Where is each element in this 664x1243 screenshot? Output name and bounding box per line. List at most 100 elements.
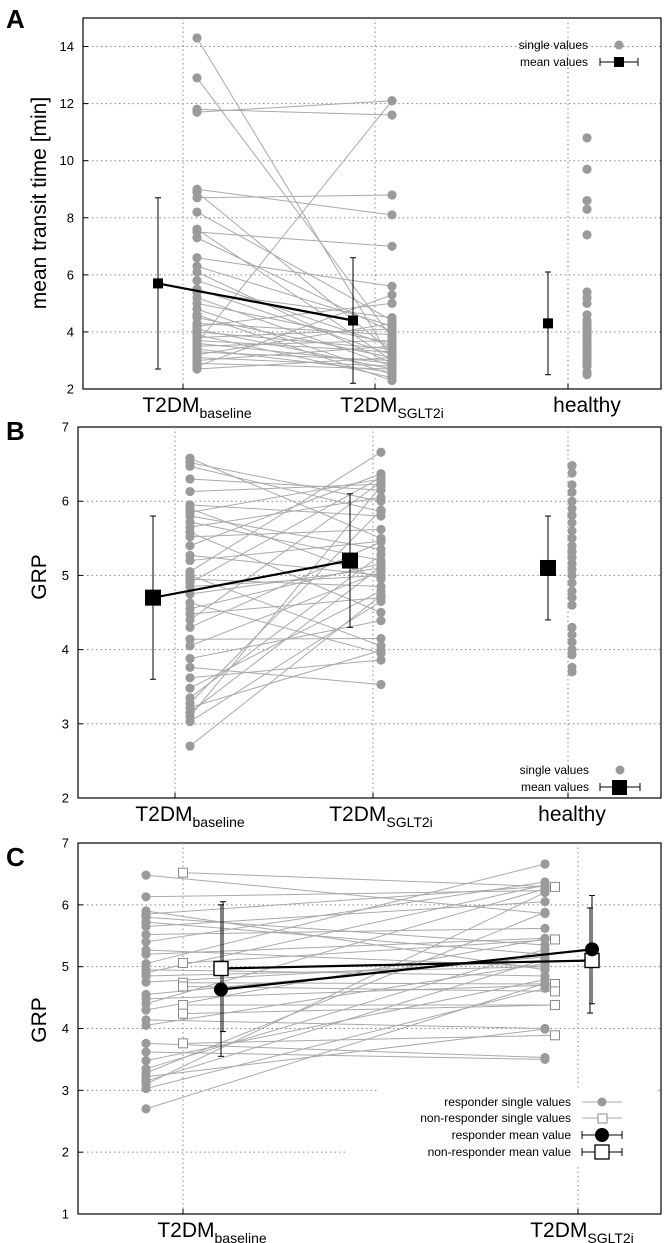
paired-value-point xyxy=(185,622,195,632)
nonresponder-value-point xyxy=(178,1038,188,1049)
paired-value-point xyxy=(376,616,386,626)
panel-c: C GRP 1 2 3 4 5 6 7 responder single values no… xyxy=(6,836,662,1243)
nonresponder-mean-marker xyxy=(213,960,229,977)
responder-value-point xyxy=(540,1054,550,1065)
responder-value-point xyxy=(141,1104,151,1114)
paired-value-line xyxy=(196,331,393,350)
paired-value-point xyxy=(387,281,397,291)
responder-value-line xyxy=(145,987,546,1089)
panel-c-legend: responder single values non-responder si… xyxy=(378,1089,658,1164)
paired-value-point xyxy=(387,190,397,200)
paired-value-point xyxy=(376,590,386,601)
responder-value-line xyxy=(145,874,546,914)
responder-value-line xyxy=(145,984,546,1000)
mean-marker xyxy=(153,278,163,289)
paired-value-point xyxy=(387,241,397,251)
legend-marker-nonresponder-single xyxy=(597,1113,608,1124)
paired-value-line xyxy=(189,571,382,647)
responder-value-line xyxy=(145,863,546,965)
responder-value-point xyxy=(540,944,550,954)
healthy-point xyxy=(567,487,577,497)
responder-value-point xyxy=(540,887,550,898)
paired-value-point xyxy=(185,532,195,542)
paired-value-point xyxy=(376,655,386,665)
paired-value-point xyxy=(185,541,195,551)
paired-value-line xyxy=(196,211,393,321)
responder-value-point xyxy=(540,978,550,988)
paired-value-point xyxy=(387,210,397,220)
healthy-point xyxy=(582,164,592,174)
paired-value-line xyxy=(189,574,382,647)
paired-value-point xyxy=(185,683,195,693)
nonresponder-value-point xyxy=(178,867,188,878)
paired-value-line xyxy=(196,328,393,339)
paired-value-point xyxy=(376,447,386,457)
healthy-point xyxy=(567,468,577,478)
healthy-point xyxy=(567,593,577,603)
paired-value-point xyxy=(376,607,386,618)
nonresponder-value-point xyxy=(550,881,560,892)
paired-value-point xyxy=(387,341,397,351)
paired-value-point xyxy=(185,474,195,484)
y-tick-label: 8 xyxy=(67,210,74,225)
nonresponder-value-point xyxy=(550,986,560,997)
paired-value-line xyxy=(189,504,382,517)
nonresponder-value-point xyxy=(550,1000,560,1011)
panel-a: A mean transit time [min] 2 4 6 8 10 12 14 sin… xyxy=(6,4,662,421)
healthy-point xyxy=(582,204,592,214)
responder-value-line xyxy=(145,911,546,1074)
mean-connector xyxy=(152,559,351,599)
paired-value-point xyxy=(192,193,202,203)
panel-b-cat-healthy: healthy xyxy=(538,803,606,826)
responder-value-point xyxy=(540,859,550,869)
nonresponder-value-point xyxy=(550,1030,560,1041)
panel-a-legend: single values mean values xyxy=(519,38,639,69)
paired-value-point xyxy=(185,615,195,625)
y-tick-label: 3 xyxy=(62,716,69,731)
nonresponder-value-line xyxy=(182,1004,556,1015)
paired-value-point xyxy=(376,481,386,491)
panel-a-cat-baseline: T2DMbaseline xyxy=(142,394,252,421)
paired-value-line xyxy=(196,228,393,361)
paired-value-point xyxy=(192,364,202,374)
paired-value-line xyxy=(189,567,382,595)
y-tick-label: 6 xyxy=(67,267,74,282)
paired-value-line xyxy=(189,465,382,513)
responder-value-line xyxy=(145,890,546,898)
panel-b: B GRP 2 3 4 5 6 7 single values mean values T… xyxy=(6,416,662,830)
paired-value-point xyxy=(387,364,397,374)
paired-value-point xyxy=(192,73,202,83)
paired-value-line xyxy=(196,322,393,356)
healthy-point xyxy=(567,480,577,490)
paired-value-line xyxy=(189,473,382,547)
y-tick-label: 10 xyxy=(60,153,74,168)
healthy-point xyxy=(567,570,577,581)
paired-value-line xyxy=(189,451,382,573)
healthy-point xyxy=(567,526,577,536)
paired-value-line xyxy=(196,345,393,361)
y-tick-label: 3 xyxy=(62,1083,69,1098)
panel-c-letter: C xyxy=(6,842,25,872)
mean-marker xyxy=(348,315,358,326)
paired-value-line xyxy=(196,265,393,327)
paired-value-line xyxy=(189,477,382,584)
legend-label-single-values: single values xyxy=(519,38,588,52)
legend-marker-single xyxy=(615,765,625,775)
paired-value-point xyxy=(185,641,195,651)
legend-label-nonresponder-single: non-responder single values xyxy=(420,1111,571,1125)
y-tick-label: 1 xyxy=(62,1207,69,1222)
responder-value-line xyxy=(145,958,546,1082)
paired-value-point xyxy=(192,33,202,43)
paired-value-point xyxy=(387,290,397,300)
paired-value-line xyxy=(196,77,393,338)
paired-value-point xyxy=(185,461,195,471)
paired-value-line xyxy=(196,357,393,370)
responder-value-line xyxy=(145,1051,546,1060)
paired-value-line xyxy=(196,188,393,216)
paired-value-line xyxy=(196,362,393,370)
y-tick-label: 2 xyxy=(62,1145,69,1160)
panel-b-cat-sglt2i: T2DMSGLT2i xyxy=(329,803,433,830)
healthy-point xyxy=(582,370,592,380)
healthy-point xyxy=(567,460,577,471)
